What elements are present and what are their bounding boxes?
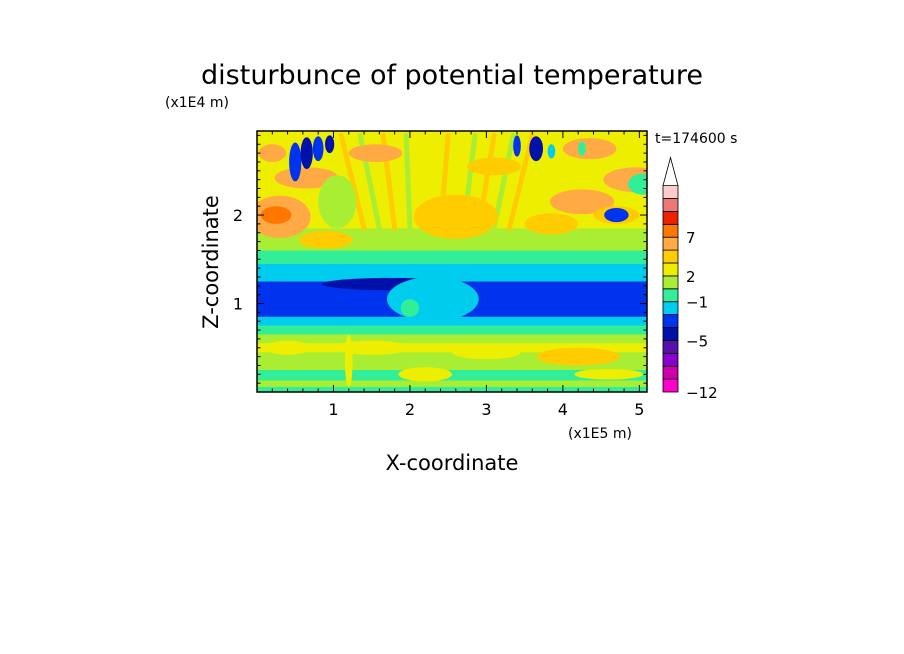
colorbar-segment	[662, 262, 679, 277]
contour-band	[257, 316, 647, 326]
contour-feature	[536, 347, 621, 366]
wave-streak	[491, 132, 516, 231]
colorbar-segment	[662, 198, 679, 212]
colorbar-segment	[662, 314, 679, 328]
contour-band	[257, 325, 647, 335]
contour-band	[257, 263, 647, 282]
colorbar-segment	[662, 301, 679, 316]
contour-feature	[413, 194, 498, 239]
contour-feature	[258, 144, 287, 162]
contour-feature	[299, 230, 353, 249]
contour-feature	[524, 213, 579, 235]
contour-feature	[398, 367, 452, 382]
colorbar-extend-arrow	[662, 156, 679, 186]
wave-streak	[338, 132, 367, 231]
wave-streak	[403, 132, 413, 231]
y-tick-label: 2	[233, 206, 243, 225]
colorbar-label: 7	[686, 229, 696, 247]
contour-feature	[333, 340, 410, 355]
contour-feature	[467, 157, 521, 176]
contour-feature	[547, 144, 556, 159]
colorbar-segment	[662, 249, 679, 264]
colorbar-label: −5	[686, 332, 708, 350]
x-tick-label: 1	[328, 400, 338, 419]
x-tick-label: 5	[634, 400, 644, 419]
plot-frame	[256, 130, 648, 393]
contour-band	[257, 343, 647, 353]
colorbar: −12−5−127	[662, 156, 718, 402]
colorbar-segment	[662, 288, 679, 303]
contour-feature	[529, 136, 544, 162]
x-scale-label: (x1E5 m)	[568, 426, 632, 442]
colorbar-segment	[662, 365, 679, 380]
colorbar-segment	[662, 352, 679, 367]
colorbar-segment	[662, 339, 679, 354]
contour-feature	[400, 299, 420, 317]
contour-band	[257, 386, 647, 392]
contour-feature	[344, 334, 353, 388]
colorbar-segment	[662, 327, 679, 341]
contour-feature	[549, 189, 615, 215]
contour-feature	[260, 206, 292, 224]
contour-feature	[318, 175, 357, 229]
contour-feature	[325, 135, 335, 154]
contour-feature	[348, 144, 403, 162]
contour-feature	[604, 207, 629, 223]
contour-feature	[562, 138, 617, 160]
colorbar-segment	[662, 236, 679, 251]
colorbar-segment	[662, 223, 679, 238]
contour-feature	[627, 173, 647, 195]
colorbar-segment	[662, 185, 679, 199]
y-axis-label: Z-coordinate	[199, 195, 223, 329]
colorbar-segment	[662, 210, 679, 225]
colorbar-segment	[662, 275, 679, 290]
contour-feature	[513, 135, 521, 157]
contour-band	[257, 369, 647, 381]
colorbar-segment	[662, 378, 679, 393]
contour-feature	[574, 368, 644, 380]
x-tick-label: 2	[405, 400, 415, 419]
x-tick-label: 3	[481, 400, 491, 419]
y-scale-label: (x1E4 m)	[165, 95, 229, 111]
colorbar-label: 2	[686, 268, 696, 286]
x-tick-label: 4	[558, 400, 568, 419]
contour-band	[257, 380, 647, 387]
x-axis-label: X-coordinate	[386, 451, 519, 475]
contour-feature	[452, 345, 521, 360]
x-axis: 1 2 3 4 5	[271, 131, 644, 419]
contour-band	[257, 250, 647, 264]
time-label: t=174600 s	[655, 131, 737, 147]
contour-feature	[387, 276, 479, 322]
contour-feature	[300, 137, 313, 170]
colorbar-label: −1	[686, 294, 708, 312]
contour-feature	[578, 141, 586, 156]
colorbar-label: −12	[686, 384, 718, 402]
wave-streak	[506, 132, 535, 231]
contour-band	[257, 334, 647, 344]
contour-feature	[264, 340, 311, 355]
chart-title: disturbunce of potential temperature	[201, 60, 703, 91]
y-axis: 12	[233, 134, 647, 384]
contour-field	[257, 131, 647, 392]
contour-feature	[312, 136, 324, 162]
contour-feature	[289, 142, 302, 182]
y-tick-label: 1	[233, 295, 243, 314]
